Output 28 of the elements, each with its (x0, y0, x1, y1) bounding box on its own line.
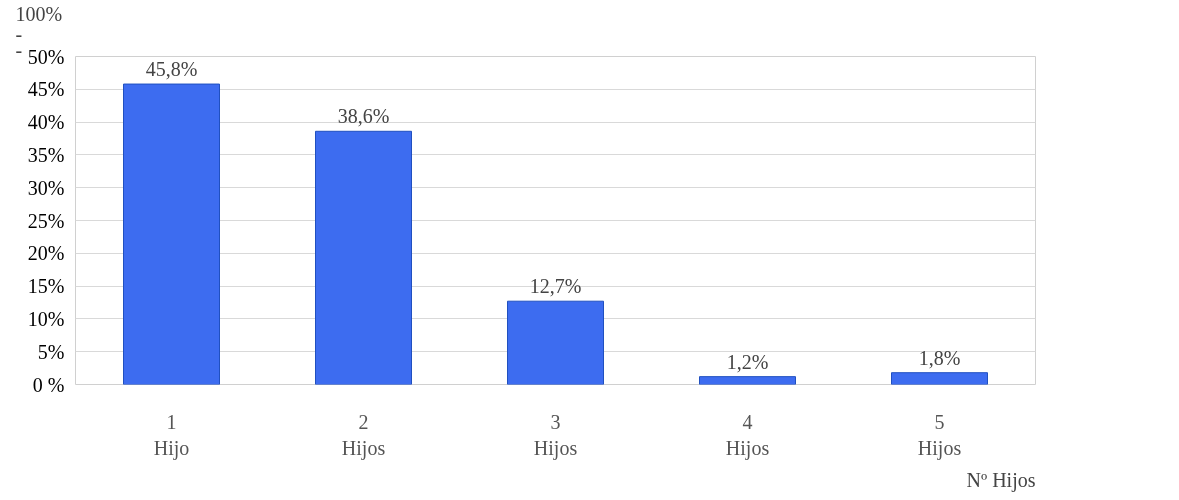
y-tick-label: 35% (27, 143, 65, 166)
y-tick-label: 40% (27, 111, 65, 134)
x-tick-label: 4 Hijos (725, 410, 770, 460)
data-label: 1,8% (918, 346, 961, 369)
data-label: 38,6% (337, 105, 390, 128)
data-label: 1,2% (726, 350, 769, 373)
y-tick-label: 30% (27, 176, 65, 199)
data-label: 45,8% (145, 58, 198, 81)
x-axis-title: Nº Hijos (966, 468, 1036, 492)
x-tick-label: 2 Hijos (341, 410, 386, 460)
x-tick-label: 3 Hijos (533, 410, 578, 460)
bar (315, 130, 412, 385)
y-tick-label: 45% (27, 78, 65, 101)
data-label: 12,7% (529, 275, 582, 298)
text: 100% (15, 2, 63, 25)
y-tick-label: 0 % (32, 373, 65, 396)
y-tick-label: 15% (27, 275, 65, 298)
x-tick-label: 1 Hijo (153, 410, 190, 460)
bar (123, 83, 220, 385)
y-tick-label: 5% (37, 340, 65, 363)
y-tick-label: 10% (27, 307, 65, 330)
bar (699, 376, 796, 385)
bar (891, 372, 988, 385)
y-tick-label: 25% (27, 209, 65, 232)
y-tick-label: 50% (27, 45, 65, 68)
y-tick-label: 20% (27, 242, 65, 265)
x-tick-label: 5 Hijos (917, 410, 962, 460)
bar (507, 300, 604, 385)
